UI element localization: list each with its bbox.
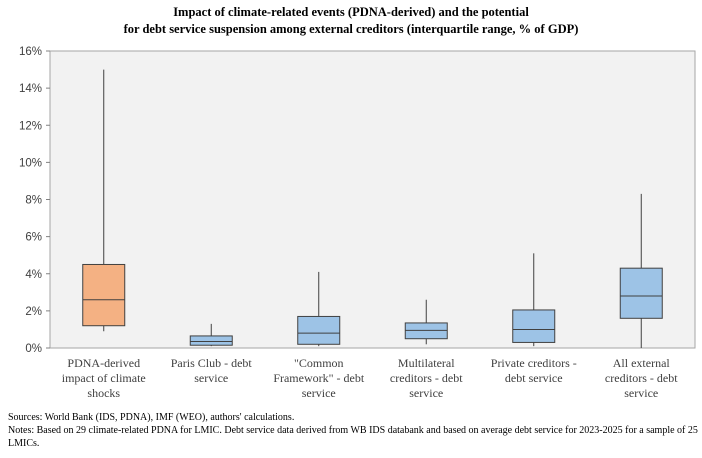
category-label-4: service	[409, 386, 443, 400]
category-label-5: Private creditors -	[491, 356, 577, 370]
y-tick-label: 10%	[19, 157, 42, 169]
box-3	[297, 315, 341, 345]
notes-section: Sources: World Bank (IDS, PDNA), IMF (WE…	[8, 411, 698, 450]
category-label-3: Framework" - debt	[273, 371, 365, 385]
category-label-6: creditors - debt	[605, 371, 678, 385]
category-label-1: impact of climate	[62, 371, 146, 385]
chart-title-line-2: for debt service suspension among extern…	[123, 22, 579, 36]
category-label-6: service	[624, 386, 658, 400]
category-label-4: Multilateral	[398, 356, 455, 370]
y-tick-label: 2%	[25, 306, 42, 318]
box-6	[619, 267, 663, 319]
y-tick-label: 8%	[25, 195, 42, 207]
y-tick-label: 16%	[19, 46, 42, 58]
boxplot-chart: 0% 2% 4% 6% 8% 10% 12% 14% 16% PDNA-derivedimpact…	[19, 46, 696, 400]
category-label-5: debt service	[505, 371, 563, 385]
y-tick-label: 0%	[25, 343, 42, 355]
y-tick-label: 12%	[19, 120, 42, 132]
chart-title: Impact of climate-related events (PDNA-d…	[0, 4, 702, 38]
category-label-6: All external	[613, 356, 671, 370]
box-5	[512, 309, 556, 343]
category-label-2: Paris Club - debt	[171, 356, 253, 370]
box-1	[82, 263, 126, 327]
category-label-3: service	[302, 386, 336, 400]
category-label-4: creditors - debt	[390, 371, 463, 385]
notes-text: Notes: Based on 29 climate-related PDNA …	[8, 425, 698, 449]
chart-title-line-1: Impact of climate-related events (PDNA-d…	[173, 5, 529, 19]
box-2	[189, 335, 233, 346]
y-tick-label: 4%	[25, 269, 42, 281]
category-label-2: service	[194, 371, 228, 385]
plot-area	[49, 50, 696, 349]
category-label-1: PDNA-derived	[67, 356, 140, 370]
y-tick-label: 14%	[19, 83, 42, 95]
category-label-3: "Common	[294, 356, 344, 370]
category-label-1: shocks	[87, 386, 120, 400]
sources-text: Sources: World Bank (IDS, PDNA), IMF (WE…	[8, 412, 295, 423]
y-tick-label: 6%	[25, 232, 42, 244]
